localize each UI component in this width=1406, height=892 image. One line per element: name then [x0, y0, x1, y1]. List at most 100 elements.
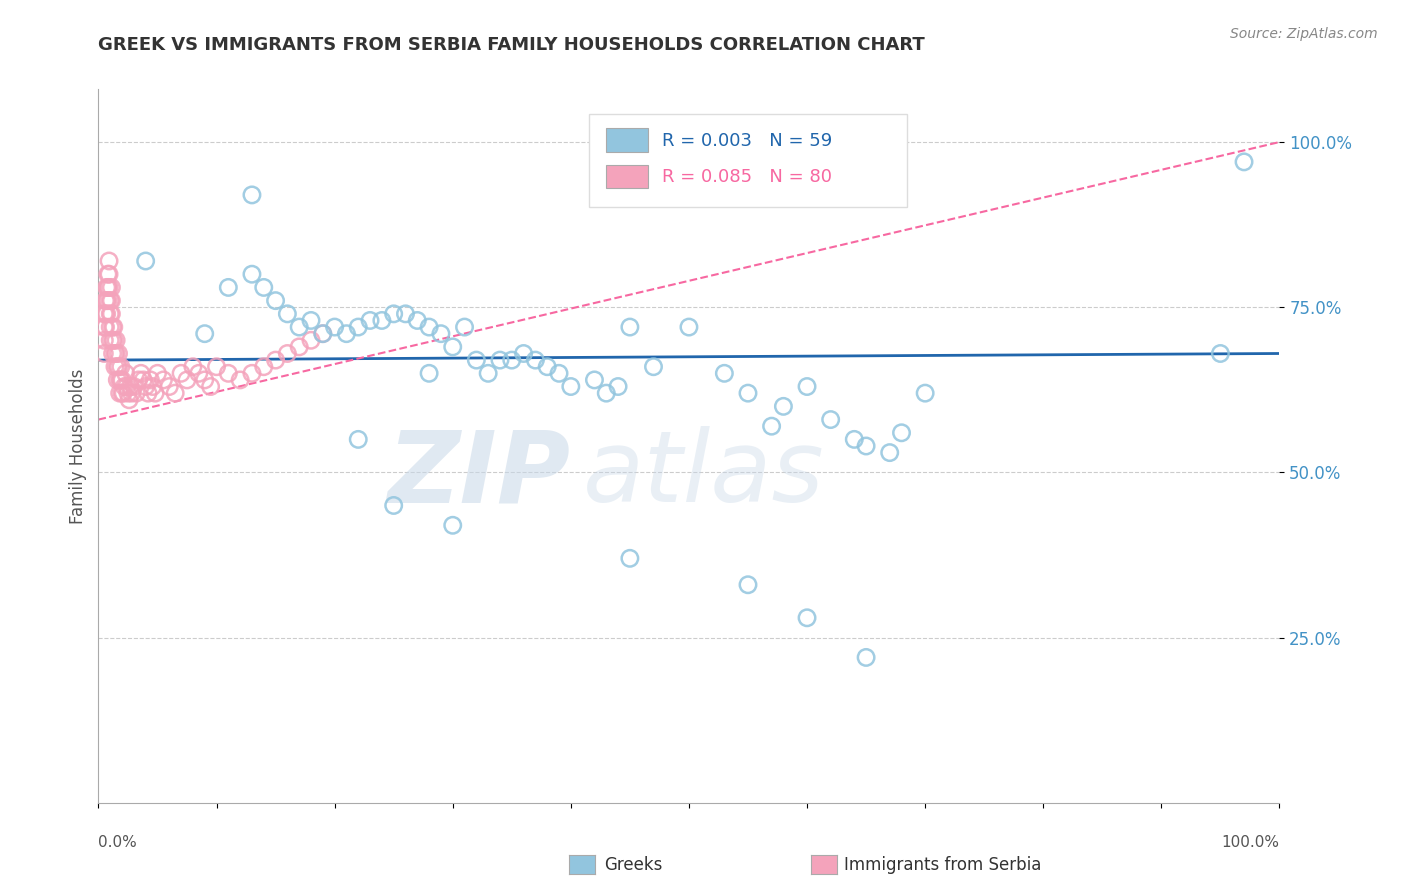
Point — [100, 307, 122, 321]
FancyBboxPatch shape — [589, 114, 907, 207]
Point — [465, 353, 488, 368]
Point — [844, 433, 866, 447]
Point — [643, 359, 665, 374]
Point — [761, 419, 783, 434]
Point — [595, 386, 617, 401]
Point — [115, 379, 138, 393]
Point — [240, 367, 263, 381]
Text: R = 0.003   N = 59: R = 0.003 N = 59 — [662, 132, 832, 150]
Text: ZIP: ZIP — [388, 426, 571, 523]
Point — [105, 333, 128, 347]
Point — [737, 578, 759, 592]
Point — [253, 359, 276, 374]
Point — [105, 359, 128, 374]
Text: atlas: atlas — [582, 426, 824, 523]
Point — [103, 333, 125, 347]
Point — [118, 392, 141, 407]
Point — [524, 353, 547, 368]
Point — [820, 412, 842, 426]
Point — [129, 367, 152, 381]
Point — [100, 293, 122, 308]
Point — [98, 307, 121, 321]
Text: GREEK VS IMMIGRANTS FROM SERBIA FAMILY HOUSEHOLDS CORRELATION CHART: GREEK VS IMMIGRANTS FROM SERBIA FAMILY H… — [98, 36, 925, 54]
Point — [139, 373, 162, 387]
Point — [108, 373, 131, 387]
Point — [240, 267, 263, 281]
Point — [477, 367, 499, 381]
Bar — [606, 128, 648, 152]
Point — [347, 433, 370, 447]
Point — [276, 346, 298, 360]
Bar — [606, 165, 648, 188]
Point — [122, 379, 145, 393]
Point — [110, 373, 132, 387]
Point — [152, 373, 174, 387]
Point — [312, 326, 335, 341]
Point — [98, 293, 121, 308]
Point — [489, 353, 512, 368]
Point — [114, 367, 136, 381]
Point — [441, 518, 464, 533]
Point — [430, 326, 453, 341]
Point — [890, 425, 912, 440]
Point — [1209, 346, 1232, 360]
Point — [105, 373, 128, 387]
Point — [855, 650, 877, 665]
Point — [359, 313, 381, 327]
Point — [187, 367, 209, 381]
Point — [200, 379, 222, 393]
Point — [217, 367, 239, 381]
Point — [157, 379, 180, 393]
Point — [93, 333, 115, 347]
Point — [879, 445, 901, 459]
Point — [394, 307, 416, 321]
Point — [205, 359, 228, 374]
Point — [98, 254, 121, 268]
Point — [94, 320, 117, 334]
Point — [101, 320, 124, 334]
Point — [501, 353, 523, 368]
Point — [406, 313, 429, 327]
Point — [453, 320, 475, 334]
Point — [619, 551, 641, 566]
Text: 100.0%: 100.0% — [1222, 836, 1279, 850]
Point — [382, 499, 405, 513]
Point — [100, 280, 122, 294]
Point — [111, 373, 134, 387]
Point — [217, 280, 239, 294]
Point — [96, 307, 118, 321]
Point — [772, 400, 794, 414]
Point — [1233, 154, 1256, 169]
Point — [170, 367, 193, 381]
Point — [678, 320, 700, 334]
Point — [194, 373, 217, 387]
Point — [108, 386, 131, 401]
Point — [299, 313, 322, 327]
Point — [276, 307, 298, 321]
Point — [347, 320, 370, 334]
Point — [796, 611, 818, 625]
Point — [560, 379, 582, 393]
Y-axis label: Family Households: Family Households — [69, 368, 87, 524]
Text: Greeks: Greeks — [605, 856, 664, 874]
Point — [229, 373, 252, 387]
Point — [135, 379, 157, 393]
Point — [914, 386, 936, 401]
Point — [98, 280, 121, 294]
Point — [165, 386, 187, 401]
Point — [264, 293, 287, 308]
Point — [110, 359, 132, 374]
Point — [128, 373, 150, 387]
Point — [418, 320, 440, 334]
Point — [335, 326, 357, 341]
Point — [194, 326, 217, 341]
Point — [121, 386, 143, 401]
Point — [104, 359, 127, 374]
Point — [112, 379, 135, 393]
Point — [382, 307, 405, 321]
Point — [101, 333, 124, 347]
Point — [312, 326, 335, 341]
Text: 0.0%: 0.0% — [98, 836, 138, 850]
Point — [288, 340, 311, 354]
Point — [94, 307, 117, 321]
